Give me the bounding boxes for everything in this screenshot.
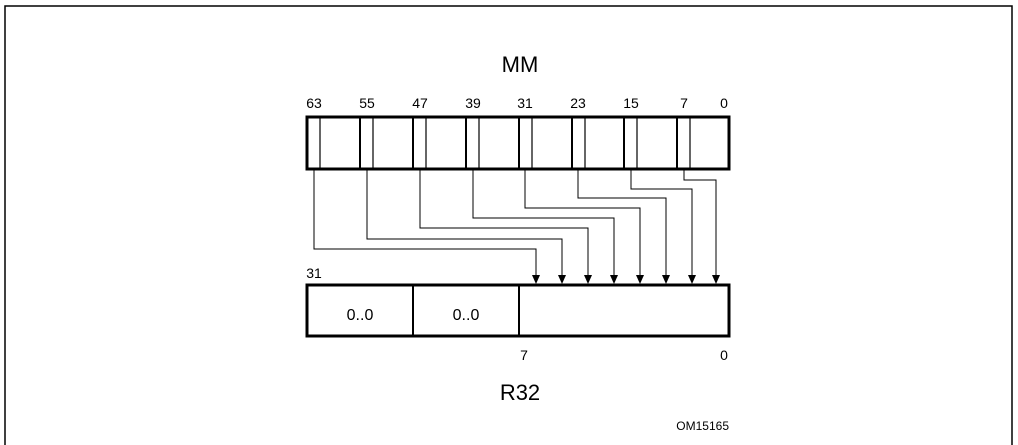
destination-register-title: R32 bbox=[500, 380, 540, 405]
arrowhead bbox=[662, 275, 670, 284]
connector-line bbox=[419, 169, 589, 277]
source-register-title: MM bbox=[502, 52, 539, 77]
connector-line bbox=[472, 169, 615, 277]
destination-msb-label: 31 bbox=[306, 265, 322, 281]
arrowhead bbox=[584, 275, 592, 284]
figure-id: OM15165 bbox=[676, 419, 729, 433]
arrowhead bbox=[688, 275, 696, 284]
connector-line bbox=[683, 169, 717, 277]
arrowhead bbox=[636, 275, 644, 284]
connector-line bbox=[366, 169, 563, 277]
destination-bit-label: 7 bbox=[520, 347, 528, 363]
source-bit-label: 23 bbox=[570, 95, 586, 111]
arrowhead bbox=[558, 275, 566, 284]
source-bit-label: 39 bbox=[465, 95, 481, 111]
source-bit-label: 47 bbox=[412, 95, 428, 111]
source-bit-label: 63 bbox=[306, 95, 322, 111]
connector-line bbox=[577, 169, 667, 277]
figure-frame bbox=[4, 5, 1013, 445]
zero-field-label: 0..0 bbox=[453, 307, 480, 324]
source-bit-label: 31 bbox=[517, 95, 533, 111]
bit-mapping-connectors bbox=[313, 169, 720, 284]
source-bit-label: 55 bbox=[359, 95, 375, 111]
source-bit-label: 15 bbox=[623, 95, 639, 111]
connector-line bbox=[524, 169, 641, 277]
source-register-mm bbox=[305, 115, 731, 171]
destination-register-r32: 0..0 0..0 bbox=[305, 283, 731, 338]
source-bit-label: 7 bbox=[680, 95, 688, 111]
zero-field-label: 0..0 bbox=[347, 307, 374, 324]
connector-line bbox=[313, 169, 537, 277]
connector-line bbox=[630, 169, 693, 277]
destination-bit-label: 0 bbox=[720, 347, 728, 363]
arrowhead bbox=[532, 275, 540, 284]
arrowhead bbox=[712, 275, 720, 284]
arrowhead bbox=[610, 275, 618, 284]
source-bit-labels: 63 55 47 39 31 23 15 7 0 bbox=[306, 95, 728, 111]
source-bit-label: 0 bbox=[720, 95, 728, 111]
